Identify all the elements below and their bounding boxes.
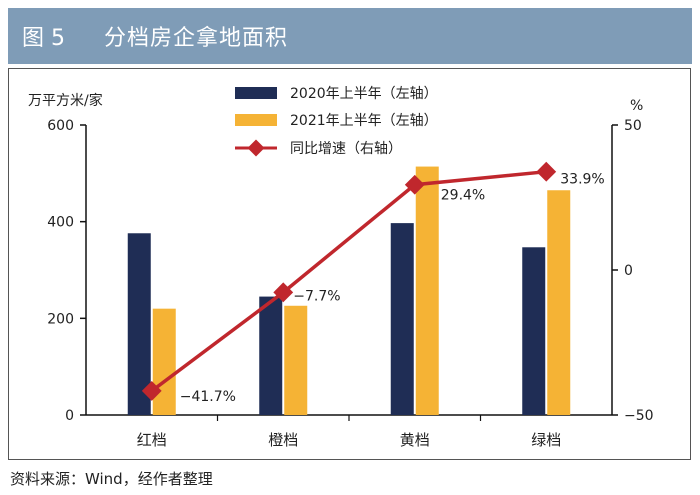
y-left-label: 万平方米/家 <box>28 92 103 109</box>
growth-data-label: 29.4% <box>441 188 485 204</box>
y-right-label: % <box>630 98 643 114</box>
growth-data-label: 33.9% <box>560 172 604 188</box>
legend-label-2021: 2021年上半年（左轴） <box>290 113 438 129</box>
bar-2020 <box>390 223 414 415</box>
bar-2020 <box>522 247 546 415</box>
y-left-tick-label: 0 <box>65 408 74 424</box>
bar-2020 <box>127 233 151 415</box>
plot-border <box>8 68 691 460</box>
legend-label-2020: 2020年上半年（左轴） <box>290 86 438 102</box>
bar-2020 <box>259 296 283 415</box>
growth-marker <box>404 174 425 195</box>
growth-marker <box>273 282 294 303</box>
chart-title: 分档房企拿地面积 <box>104 26 289 51</box>
y-right-tick-label: 0 <box>624 263 633 279</box>
y-left-tick-label: 400 <box>47 215 74 231</box>
growth-marker <box>141 381 162 401</box>
growth-data-label: −41.7% <box>180 389 236 405</box>
bar-2021 <box>415 166 439 415</box>
legend-label-growth: 同比增速（右轴） <box>290 141 402 157</box>
title-bar: 图 5 分档房企拿地面积 <box>8 8 692 64</box>
y-left-tick-label: 600 <box>47 118 74 134</box>
bar-2021 <box>152 308 176 415</box>
growth-line <box>150 169 547 393</box>
growth-data-label: −7.7% <box>293 288 340 304</box>
x-tick-label: 黄档 <box>400 431 430 449</box>
legend-swatch-2020 <box>235 87 277 99</box>
y-right-tick-label: 50 <box>624 118 642 134</box>
bar-2021 <box>284 305 308 415</box>
legend: 2020年上半年（左轴） 2021年上半年（左轴） 同比增速（右轴） <box>235 86 438 157</box>
x-tick-label: 绿档 <box>531 431 561 449</box>
legend-swatch-2021 <box>235 114 277 126</box>
legend-swatch-growth-marker <box>247 139 265 157</box>
x-tick-label: 红档 <box>137 431 167 449</box>
figure-label: 图 5 <box>22 26 65 51</box>
source-note: 资料来源：Wind，经作者整理 <box>10 470 213 488</box>
growth-marker <box>536 161 557 182</box>
bar-2021 <box>547 190 571 415</box>
y-right-tick-label: −50 <box>624 408 654 424</box>
x-tick-label: 橙档 <box>268 431 298 449</box>
y-left-tick-label: 200 <box>47 311 74 327</box>
